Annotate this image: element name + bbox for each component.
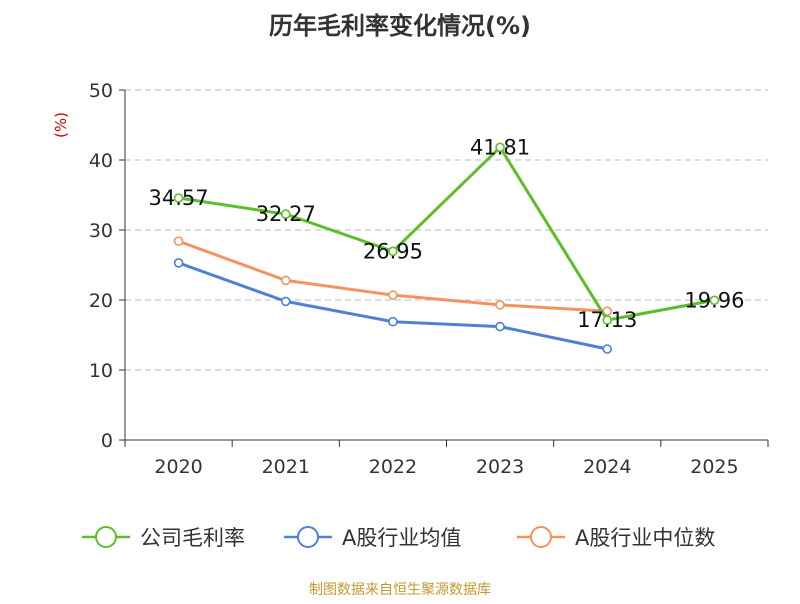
legend-marker: [297, 526, 319, 548]
data-point: [280, 275, 291, 286]
chart-title: 历年毛利率变化情况(%): [269, 12, 531, 40]
legend-label: A股行业中位数: [575, 526, 715, 550]
source-note: 制图数据来自恒生聚源数据库: [309, 582, 491, 598]
y-tick-label: 50: [89, 80, 113, 102]
x-tick-label: 2021: [262, 456, 310, 478]
series-line: [178, 145, 715, 322]
x-tick-label: 2024: [583, 456, 631, 478]
data-point: [388, 316, 398, 327]
data-point: [388, 246, 398, 257]
y-tick-label: 10: [89, 360, 113, 382]
data-point: [173, 236, 184, 246]
series-group: [173, 142, 720, 354]
data-label: 19.96: [684, 288, 744, 312]
data-point: [173, 258, 184, 268]
x-tick-label: 2020: [154, 456, 202, 478]
data-point: [602, 315, 613, 325]
legend-label: 公司毛利率: [140, 526, 245, 550]
y-tick-label: 30: [89, 220, 113, 242]
y-tick-label: 0: [101, 430, 113, 452]
data-point: [602, 344, 613, 354]
data-labels: 34.57 32.27 26.95 41.81 17.13 19.96: [149, 135, 745, 332]
data-point: [280, 209, 291, 219]
data-point: [495, 142, 505, 153]
y-tick-label: 40: [89, 150, 113, 172]
legend-marker: [95, 526, 117, 548]
data-label: 32.27: [256, 202, 316, 226]
data-label: 34.57: [149, 186, 209, 210]
x-tick-label: 2023: [476, 456, 524, 478]
legend: 公司毛利率 A股行业均值 A股行业中位数: [82, 526, 715, 550]
data-label: 17.13: [577, 308, 637, 332]
data-label: 41.81: [470, 135, 530, 159]
data-point: [173, 193, 184, 203]
grid-lines: [125, 89, 768, 371]
data-point: [709, 295, 720, 306]
legend-marker: [530, 526, 552, 548]
data-point: [280, 296, 291, 307]
data-point: [388, 290, 398, 300]
data-point: [495, 300, 505, 310]
data-point: [495, 321, 505, 332]
x-tick-label: 2022: [369, 456, 417, 478]
y-axis-label: (%): [52, 112, 70, 138]
axes: 0 10 20 30 40 50 2020 2021 2022 2023 2024 2025: [89, 80, 769, 478]
x-tick-label: 2025: [690, 456, 738, 478]
legend-label: A股行业均值: [342, 526, 461, 550]
y-tick-label: 20: [89, 290, 113, 312]
data-label: 26.95: [363, 239, 423, 263]
